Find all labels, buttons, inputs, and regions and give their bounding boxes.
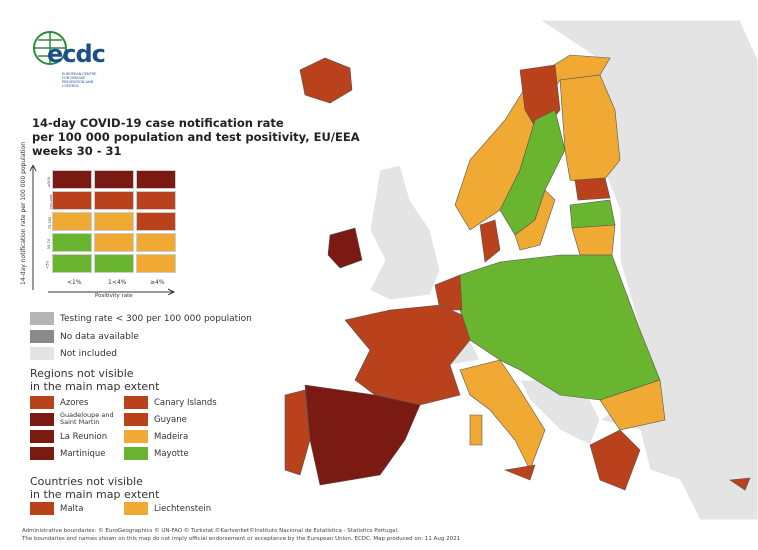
legend-swatch bbox=[124, 502, 148, 515]
footer-line: The boundaries and names shown on this m… bbox=[22, 536, 461, 542]
matrix-cell bbox=[52, 170, 92, 189]
col-label: 1<4% bbox=[108, 279, 127, 286]
matrix-cell bbox=[52, 254, 92, 273]
row-label: 50-74 bbox=[47, 238, 52, 250]
legend-label: Malta bbox=[60, 504, 84, 514]
footer-line: Administrative boundaries: © EuroGeograp… bbox=[22, 528, 399, 534]
legend-testing: Testing rate < 300 per 100 000 populatio… bbox=[60, 314, 252, 324]
matrix-axes bbox=[29, 165, 176, 295]
legend-label: Azores bbox=[60, 398, 89, 408]
benelux bbox=[434, 274, 463, 311]
matrix-cell bbox=[136, 212, 176, 231]
legend-label: Guyane bbox=[154, 415, 187, 425]
france bbox=[344, 304, 471, 406]
matrix-cell bbox=[94, 254, 134, 273]
legend-label: Canary Islands bbox=[154, 398, 217, 408]
title-line: per 100 000 population and test positivi… bbox=[32, 130, 360, 144]
romania-bulgaria bbox=[599, 379, 666, 431]
legend-swatch bbox=[30, 396, 54, 409]
legend-not-included: Not included bbox=[60, 349, 117, 359]
matrix-cell bbox=[136, 191, 176, 210]
matrix-cell bbox=[94, 212, 134, 231]
legend-swatch bbox=[30, 447, 54, 460]
row-label: ≥500 bbox=[46, 177, 51, 187]
legend-label: Mayotte bbox=[154, 449, 189, 459]
sweden-south bbox=[514, 189, 556, 251]
col-label: <1% bbox=[67, 279, 82, 286]
legend-label: Madeira bbox=[154, 432, 189, 442]
estonia bbox=[574, 177, 611, 201]
legend-swatch bbox=[124, 413, 148, 426]
countries-heading: Countries not visible in the main map ext… bbox=[30, 475, 159, 501]
matrix-cell bbox=[52, 233, 92, 252]
legend-label: Guadeloupe and Saint Martin bbox=[60, 411, 114, 426]
logo-subtitle: EUROPEAN CENTRE FOR DISEASE PREVENTION A… bbox=[62, 72, 97, 88]
swatch-testing bbox=[30, 312, 54, 325]
legend-no-data: No data available bbox=[60, 332, 139, 342]
legend-swatch bbox=[124, 396, 148, 409]
lithuania bbox=[571, 224, 616, 256]
greece bbox=[589, 429, 641, 491]
matrix-cell bbox=[136, 233, 176, 252]
heading-line: in the main map extent bbox=[30, 488, 160, 501]
swatch-not-included bbox=[30, 347, 54, 360]
matrix-cell bbox=[94, 170, 134, 189]
legend-label: Martinique bbox=[60, 449, 106, 459]
spain bbox=[304, 384, 421, 486]
row-label: <50 bbox=[45, 261, 50, 269]
heading-line: Countries not visible bbox=[30, 475, 143, 488]
title-line: weeks 30 - 31 bbox=[32, 144, 122, 158]
heading-line: Regions not visible bbox=[30, 367, 134, 380]
portugal bbox=[284, 389, 311, 476]
legend-label: La Reunion bbox=[60, 432, 108, 442]
heading-line: in the main map extent bbox=[30, 380, 160, 393]
map-title: 14-day COVID-19 case notification rate p… bbox=[32, 116, 360, 158]
matrix-cell bbox=[136, 254, 176, 273]
legend-swatch bbox=[124, 447, 148, 460]
iceland bbox=[299, 57, 353, 104]
matrix-x-axis-label: Positivity rate bbox=[95, 293, 133, 299]
latvia bbox=[569, 199, 616, 229]
cyprus bbox=[729, 477, 751, 491]
ireland bbox=[327, 227, 363, 269]
globe-icon bbox=[33, 31, 67, 65]
logo-name: ecdc bbox=[47, 40, 106, 68]
matrix-cell bbox=[94, 233, 134, 252]
title-line: 14-day COVID-19 case notification rate bbox=[32, 116, 284, 130]
legend-swatch bbox=[30, 413, 54, 426]
matrix-cell bbox=[136, 170, 176, 189]
risk-matrix bbox=[52, 170, 176, 273]
legend-label: Liechtenstein bbox=[154, 504, 212, 514]
matrix-cell bbox=[52, 191, 92, 210]
legend-swatch bbox=[124, 430, 148, 443]
regions-heading: Regions not visible in the main map exten… bbox=[30, 367, 159, 393]
sicily bbox=[503, 464, 536, 481]
matrix-cell bbox=[94, 191, 134, 210]
matrix-cell bbox=[52, 212, 92, 231]
denmark bbox=[479, 219, 501, 263]
sardinia bbox=[469, 414, 483, 446]
swatch-no-data bbox=[30, 330, 54, 343]
uk bbox=[369, 164, 441, 301]
legend-swatch bbox=[30, 502, 54, 515]
col-label: ≥4% bbox=[150, 279, 165, 286]
legend-swatch bbox=[30, 430, 54, 443]
ecdc-logo bbox=[30, 28, 110, 88]
matrix-y-axis-label: 14-day notification rate per 100 000 pop… bbox=[20, 141, 27, 285]
